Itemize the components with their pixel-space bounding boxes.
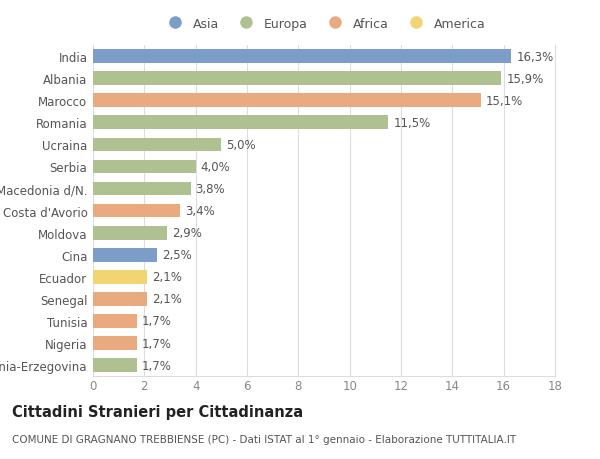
Bar [93,248,157,262]
Bar [93,138,221,152]
Bar [93,160,196,174]
Text: 16,3%: 16,3% [517,50,554,63]
Text: 11,5%: 11,5% [394,117,431,129]
Text: COMUNE DI GRAGNANO TREBBIENSE (PC) - Dati ISTAT al 1° gennaio - Elaborazione TUT: COMUNE DI GRAGNANO TREBBIENSE (PC) - Dat… [12,434,516,444]
Text: 4,0%: 4,0% [201,161,230,174]
Text: 2,9%: 2,9% [173,227,202,240]
Bar [93,226,167,240]
Bar [93,336,137,350]
Bar [93,358,137,372]
Text: 1,7%: 1,7% [142,337,172,350]
Text: 1,7%: 1,7% [142,315,172,328]
Text: Cittadini Stranieri per Cittadinanza: Cittadini Stranieri per Cittadinanza [12,404,303,419]
Text: 15,9%: 15,9% [506,73,544,85]
Text: 3,4%: 3,4% [185,205,215,218]
Bar [93,270,147,284]
Text: 2,5%: 2,5% [162,249,192,262]
Bar [93,72,501,86]
Bar [93,182,191,196]
Bar [93,314,137,328]
Text: 3,8%: 3,8% [196,183,225,196]
Bar [93,292,147,306]
Bar [93,50,511,64]
Text: 2,1%: 2,1% [152,271,182,284]
Text: 2,1%: 2,1% [152,293,182,306]
Bar [93,116,388,130]
Text: 15,1%: 15,1% [485,95,523,107]
Text: 1,7%: 1,7% [142,359,172,372]
Text: 5,0%: 5,0% [226,139,256,151]
Bar [93,94,481,108]
Legend: Asia, Europa, Africa, America: Asia, Europa, Africa, America [160,15,488,33]
Bar [93,204,180,218]
